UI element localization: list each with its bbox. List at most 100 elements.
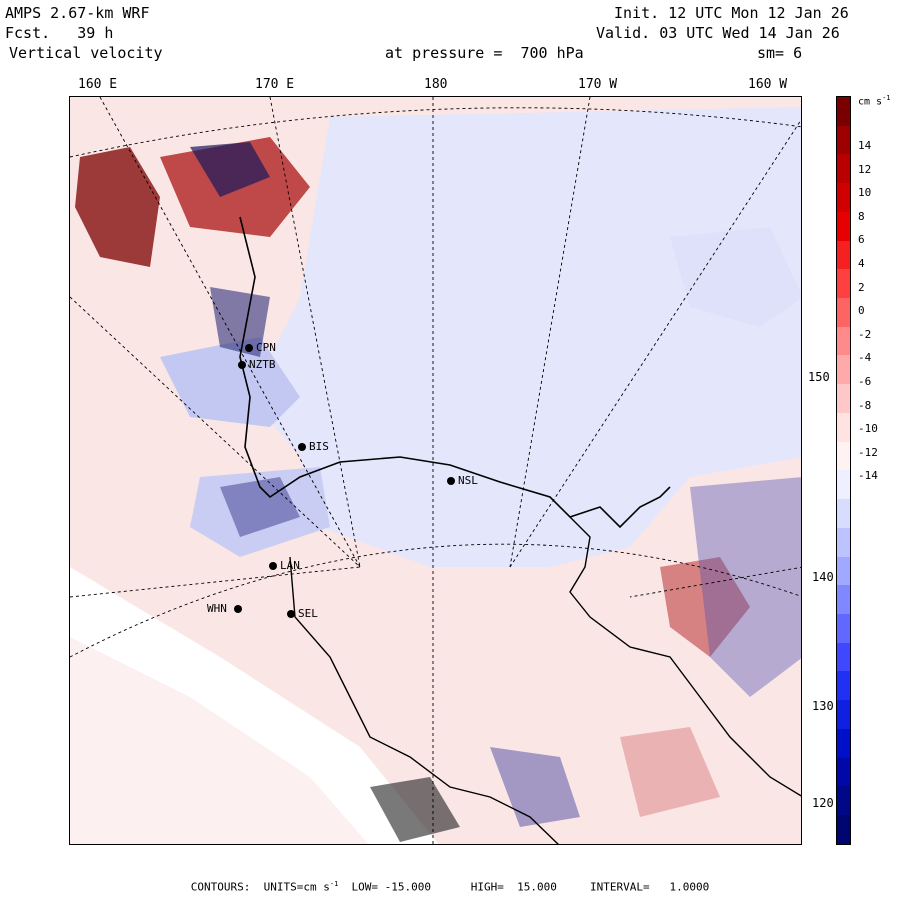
- colorbar-swatch: [837, 613, 850, 643]
- colorbar-swatch: [837, 527, 850, 557]
- colorbar-tick-label: -4: [858, 351, 872, 365]
- colorbar-tick-label: 14: [858, 139, 872, 152]
- strong-motion-patch-10: [620, 727, 720, 817]
- station-whn: WHN: [207, 602, 245, 615]
- colorbar-swatch: [837, 412, 850, 442]
- lon-label-170w: 170 W: [578, 77, 618, 92]
- map-graphic: [70, 97, 801, 844]
- strong-motion-patch-5: [220, 477, 300, 537]
- station-label: BIS: [309, 440, 329, 453]
- station-marker: [269, 562, 277, 570]
- colorbar-swatch: [837, 642, 850, 672]
- colorbar-swatch: [837, 814, 850, 844]
- colorbar-swatch: [837, 384, 850, 413]
- colorbar-swatch: [837, 470, 850, 500]
- footer-units: UNITS=cm s: [263, 880, 330, 894]
- strong-motion-patch-9: [490, 747, 580, 827]
- station-nztb: NZTB: [238, 358, 276, 371]
- siple-coast: [569, 516, 801, 797]
- colorbar-swatch: [837, 355, 850, 385]
- colorbar-tick-label: 6: [858, 233, 865, 247]
- smoothing: sm= 6: [757, 44, 803, 62]
- station-sel: SEL: [287, 607, 318, 620]
- colorbar-swatch: [837, 728, 850, 758]
- station-marker: [238, 361, 246, 369]
- colorbar-tick-label: 2: [858, 280, 865, 294]
- colorbar-tick-label: -14: [858, 469, 878, 483]
- colorbar-swatch: [837, 97, 850, 126]
- station-label: NZTB: [249, 358, 276, 371]
- contour-info: CONTOURS: UNITS=cm s-1 LOW= -15.000 HIGH…: [0, 880, 900, 894]
- footer-units-sup: -1: [329, 880, 339, 888]
- downward-east: [670, 227, 801, 327]
- station-lan: LAN: [269, 559, 300, 572]
- colorbar-tick-label: -2: [858, 327, 872, 341]
- footer-interval: INTERVAL= 1.0000: [590, 880, 710, 894]
- colorbar-tick-label: 4: [858, 257, 865, 270]
- footer-low: LOW= -15.000: [351, 880, 432, 894]
- lon-label-180: 180: [424, 77, 448, 92]
- colorbar-tick-label: 8: [858, 209, 865, 223]
- colorbar-unit: cm s-1: [858, 94, 891, 107]
- colorbar-unit-sup: -1: [882, 94, 891, 102]
- station-label: LAN: [280, 559, 300, 572]
- footer-contours: CONTOURS:: [190, 880, 251, 894]
- colorbar-swatch: [837, 269, 850, 299]
- station-label: CPN: [256, 341, 276, 354]
- station-cpn: CPN: [245, 341, 276, 354]
- map-panel: CPN NZTB BIS NSL LAN WHN SEL: [69, 96, 802, 845]
- lat-label-150w: 150 W: [808, 370, 845, 384]
- strong-motion-patch-1: [75, 147, 160, 267]
- station-marker: [287, 610, 295, 618]
- colorbar-tick-label: -10: [858, 422, 878, 436]
- colorbar-swatch: [837, 700, 850, 729]
- colorbar-tick-label: 12: [858, 162, 872, 176]
- station-bis: BIS: [298, 440, 329, 453]
- colorbar-swatch: [837, 183, 850, 212]
- colorbar-tick-label: -6: [858, 375, 872, 388]
- lon-label-160w: 160 W: [748, 77, 788, 92]
- colorbar-tick-label: 0: [858, 304, 865, 318]
- footer-high: HIGH= 15.000: [470, 880, 557, 894]
- valid-time: Valid. 03 UTC Wed 14 Jan 26: [596, 24, 840, 42]
- colorbar-swatch: [837, 240, 850, 270]
- field-name: Vertical velocity: [9, 44, 163, 62]
- station-label: WHN: [207, 602, 227, 615]
- colorbar-unit-text: cm s: [858, 96, 883, 108]
- model-title: AMPS 2.67-km WRF: [5, 4, 150, 22]
- station-marker: [298, 443, 306, 451]
- colorbar-swatch: [837, 671, 850, 701]
- colorbar-swatch: [837, 298, 850, 327]
- ross-ice-shelf-edge: [239, 216, 671, 529]
- colorbar-tick-label: -12: [858, 445, 878, 459]
- station-marker: [233, 605, 242, 613]
- colorbar-swatch: [837, 786, 850, 815]
- colorbar-tick-label: 10: [858, 186, 872, 200]
- station-label: NSL: [458, 474, 478, 487]
- lon-label-170e: 170 E: [255, 77, 295, 92]
- strong-motion-patch-3: [190, 142, 270, 197]
- station-marker: [447, 477, 455, 485]
- colorbar-swatch: [837, 585, 850, 614]
- strong-motion-patch-4: [210, 287, 270, 357]
- downward-region: [250, 107, 801, 567]
- forecast-hour: Fcst. 39 h: [5, 24, 114, 42]
- init-time: Init. 12 UTC Mon 12 Jan 26: [614, 4, 849, 22]
- colorbar-swatch: [837, 757, 850, 787]
- downward-core-west: [160, 337, 300, 427]
- station-label: SEL: [298, 607, 318, 620]
- colorbar-swatch: [837, 211, 850, 241]
- colorbar-swatch: [837, 556, 850, 586]
- colorbar-tick-label: -8: [858, 398, 872, 412]
- pressure-level: at pressure = 700 hPa: [385, 44, 584, 62]
- station-marker: [245, 344, 253, 352]
- strong-motion-patch-7: [690, 477, 801, 697]
- strong-motion-patch-8: [370, 777, 460, 842]
- transantarctic-coast: [289, 556, 559, 844]
- strong-motion-patch-6: [660, 557, 750, 657]
- colorbar-swatch: [837, 441, 850, 471]
- lon-label-160e: 160 E: [78, 77, 118, 92]
- colorbar-swatch: [837, 154, 850, 184]
- colorbar-swatch: [837, 125, 850, 155]
- weak-upward-area: [70, 637, 369, 844]
